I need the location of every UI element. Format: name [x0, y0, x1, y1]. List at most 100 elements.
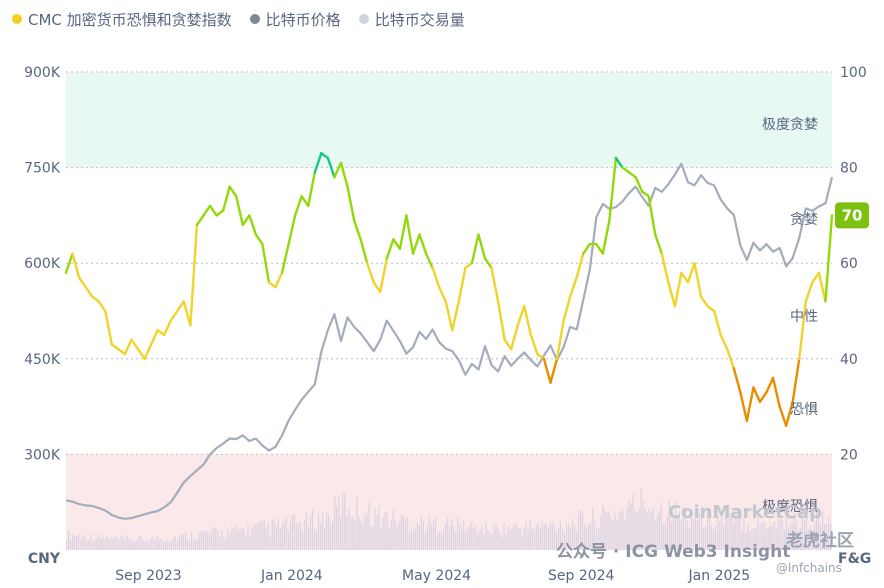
- volume-bar: [309, 515, 312, 550]
- volume-bar: [112, 537, 114, 550]
- volume-bar: [104, 539, 106, 550]
- volume-bar: [404, 520, 406, 550]
- volume-bar: [78, 534, 80, 550]
- volume-bar: [152, 536, 154, 550]
- volume-bar: [438, 532, 441, 550]
- volume-bar: [624, 519, 626, 550]
- volume-bar: [700, 505, 703, 550]
- legend-item-fear-greed[interactable]: CMC 加密货币恐惧和贪婪指数: [12, 9, 232, 30]
- legend-label: 比特币交易量: [374, 10, 465, 29]
- volume-bar: [793, 513, 795, 550]
- volume-bar: [340, 516, 342, 550]
- volume-bar: [614, 512, 616, 550]
- volume-bar: [114, 535, 116, 550]
- volume-bar: [646, 512, 648, 550]
- volume-bar: [739, 517, 741, 550]
- volume-bar: [519, 528, 521, 550]
- volume-bar: [569, 528, 572, 550]
- legend-item-btc-price[interactable]: 比特币价格: [249, 9, 341, 30]
- volume-bar: [295, 523, 297, 550]
- fear-greed-segment: [784, 400, 794, 427]
- volume-bar: [384, 511, 386, 550]
- volume-bar: [594, 520, 596, 550]
- volume-bar: [493, 524, 495, 550]
- fear-greed-segment: [248, 214, 258, 236]
- volume-bar: [813, 522, 816, 550]
- fear-greed-segment: [752, 386, 762, 404]
- left-axis-unit-label: CNY: [28, 551, 61, 567]
- volume-bar: [664, 524, 666, 550]
- volume-bar: [102, 536, 104, 550]
- fear-greed-segment: [136, 348, 146, 360]
- volume-bar: [535, 524, 537, 550]
- fear-greed-segment: [241, 214, 251, 227]
- fear-greed-segment: [372, 281, 382, 294]
- fear-greed-segment: [771, 376, 781, 408]
- fear-greed-segment: [261, 242, 271, 284]
- volume-bar: [457, 516, 459, 550]
- volume-bar: [547, 527, 549, 550]
- volume-bar: [299, 522, 302, 550]
- volume-bar: [313, 529, 316, 550]
- volume-bar: [823, 523, 826, 550]
- volume-bar: [398, 521, 400, 550]
- volume-bar: [92, 542, 94, 550]
- volume-bar: [287, 530, 289, 550]
- volume-bar: [533, 530, 535, 550]
- volume-bar: [777, 519, 779, 550]
- fear-greed-segment: [686, 262, 696, 284]
- volume-bar: [184, 532, 187, 550]
- volume-bar: [622, 509, 624, 550]
- volume-bar: [201, 530, 203, 550]
- volume-bar: [807, 529, 810, 550]
- legend-item-btc-volume[interactable]: 比特币交易量: [358, 9, 465, 30]
- x-axis-tick-label: Jan 2024: [260, 568, 323, 584]
- volume-bar: [66, 540, 68, 550]
- fear-greed-segment: [104, 309, 114, 346]
- volume-bar: [408, 531, 410, 550]
- volume-bar: [332, 520, 334, 550]
- fear-greed-segment: [595, 242, 605, 255]
- volume-bar: [578, 510, 580, 550]
- volume-bar: [229, 532, 231, 550]
- volume-bar: [289, 521, 291, 550]
- volume-bar: [150, 538, 152, 550]
- volume-bar: [584, 523, 586, 550]
- volume-bar: [650, 511, 652, 550]
- volume-bar: [330, 523, 332, 550]
- volume-bar: [239, 530, 241, 550]
- fear-greed-segment: [424, 252, 434, 270]
- fear-greed-segment: [182, 300, 192, 327]
- volume-bar: [668, 499, 670, 550]
- fear-greed-segment: [352, 218, 362, 241]
- fear-greed-segment: [117, 348, 127, 356]
- volume-bar: [469, 525, 471, 550]
- volume-bar: [511, 528, 513, 550]
- volume-bar: [297, 522, 300, 550]
- volume-bar: [541, 521, 543, 550]
- volume-bar: [326, 512, 328, 550]
- volume-bar: [350, 516, 352, 550]
- volume-bar: [765, 529, 767, 550]
- volume-bar: [342, 493, 344, 550]
- fear-greed-segment: [110, 343, 120, 351]
- volume-bar: [723, 524, 725, 550]
- volume-bar: [368, 502, 370, 550]
- volume-bar: [670, 521, 672, 550]
- volume-bar: [140, 536, 142, 550]
- volume-bar: [223, 536, 225, 550]
- volume-bar: [682, 506, 685, 550]
- fear-greed-segment: [549, 357, 559, 384]
- volume-bar: [199, 532, 201, 550]
- fear-greed-segment: [745, 386, 755, 423]
- fear-greed-segment: [339, 161, 349, 188]
- volume-bar: [799, 527, 801, 550]
- zone-label: 贪婪: [790, 212, 818, 228]
- fear-greed-segment: [143, 343, 153, 360]
- volume-bar: [539, 528, 541, 550]
- volume-bar: [245, 536, 247, 550]
- volume-bar: [237, 528, 239, 550]
- fear-greed-segment: [582, 242, 591, 255]
- fear-greed-segment: [365, 262, 375, 284]
- volume-bar: [791, 523, 793, 550]
